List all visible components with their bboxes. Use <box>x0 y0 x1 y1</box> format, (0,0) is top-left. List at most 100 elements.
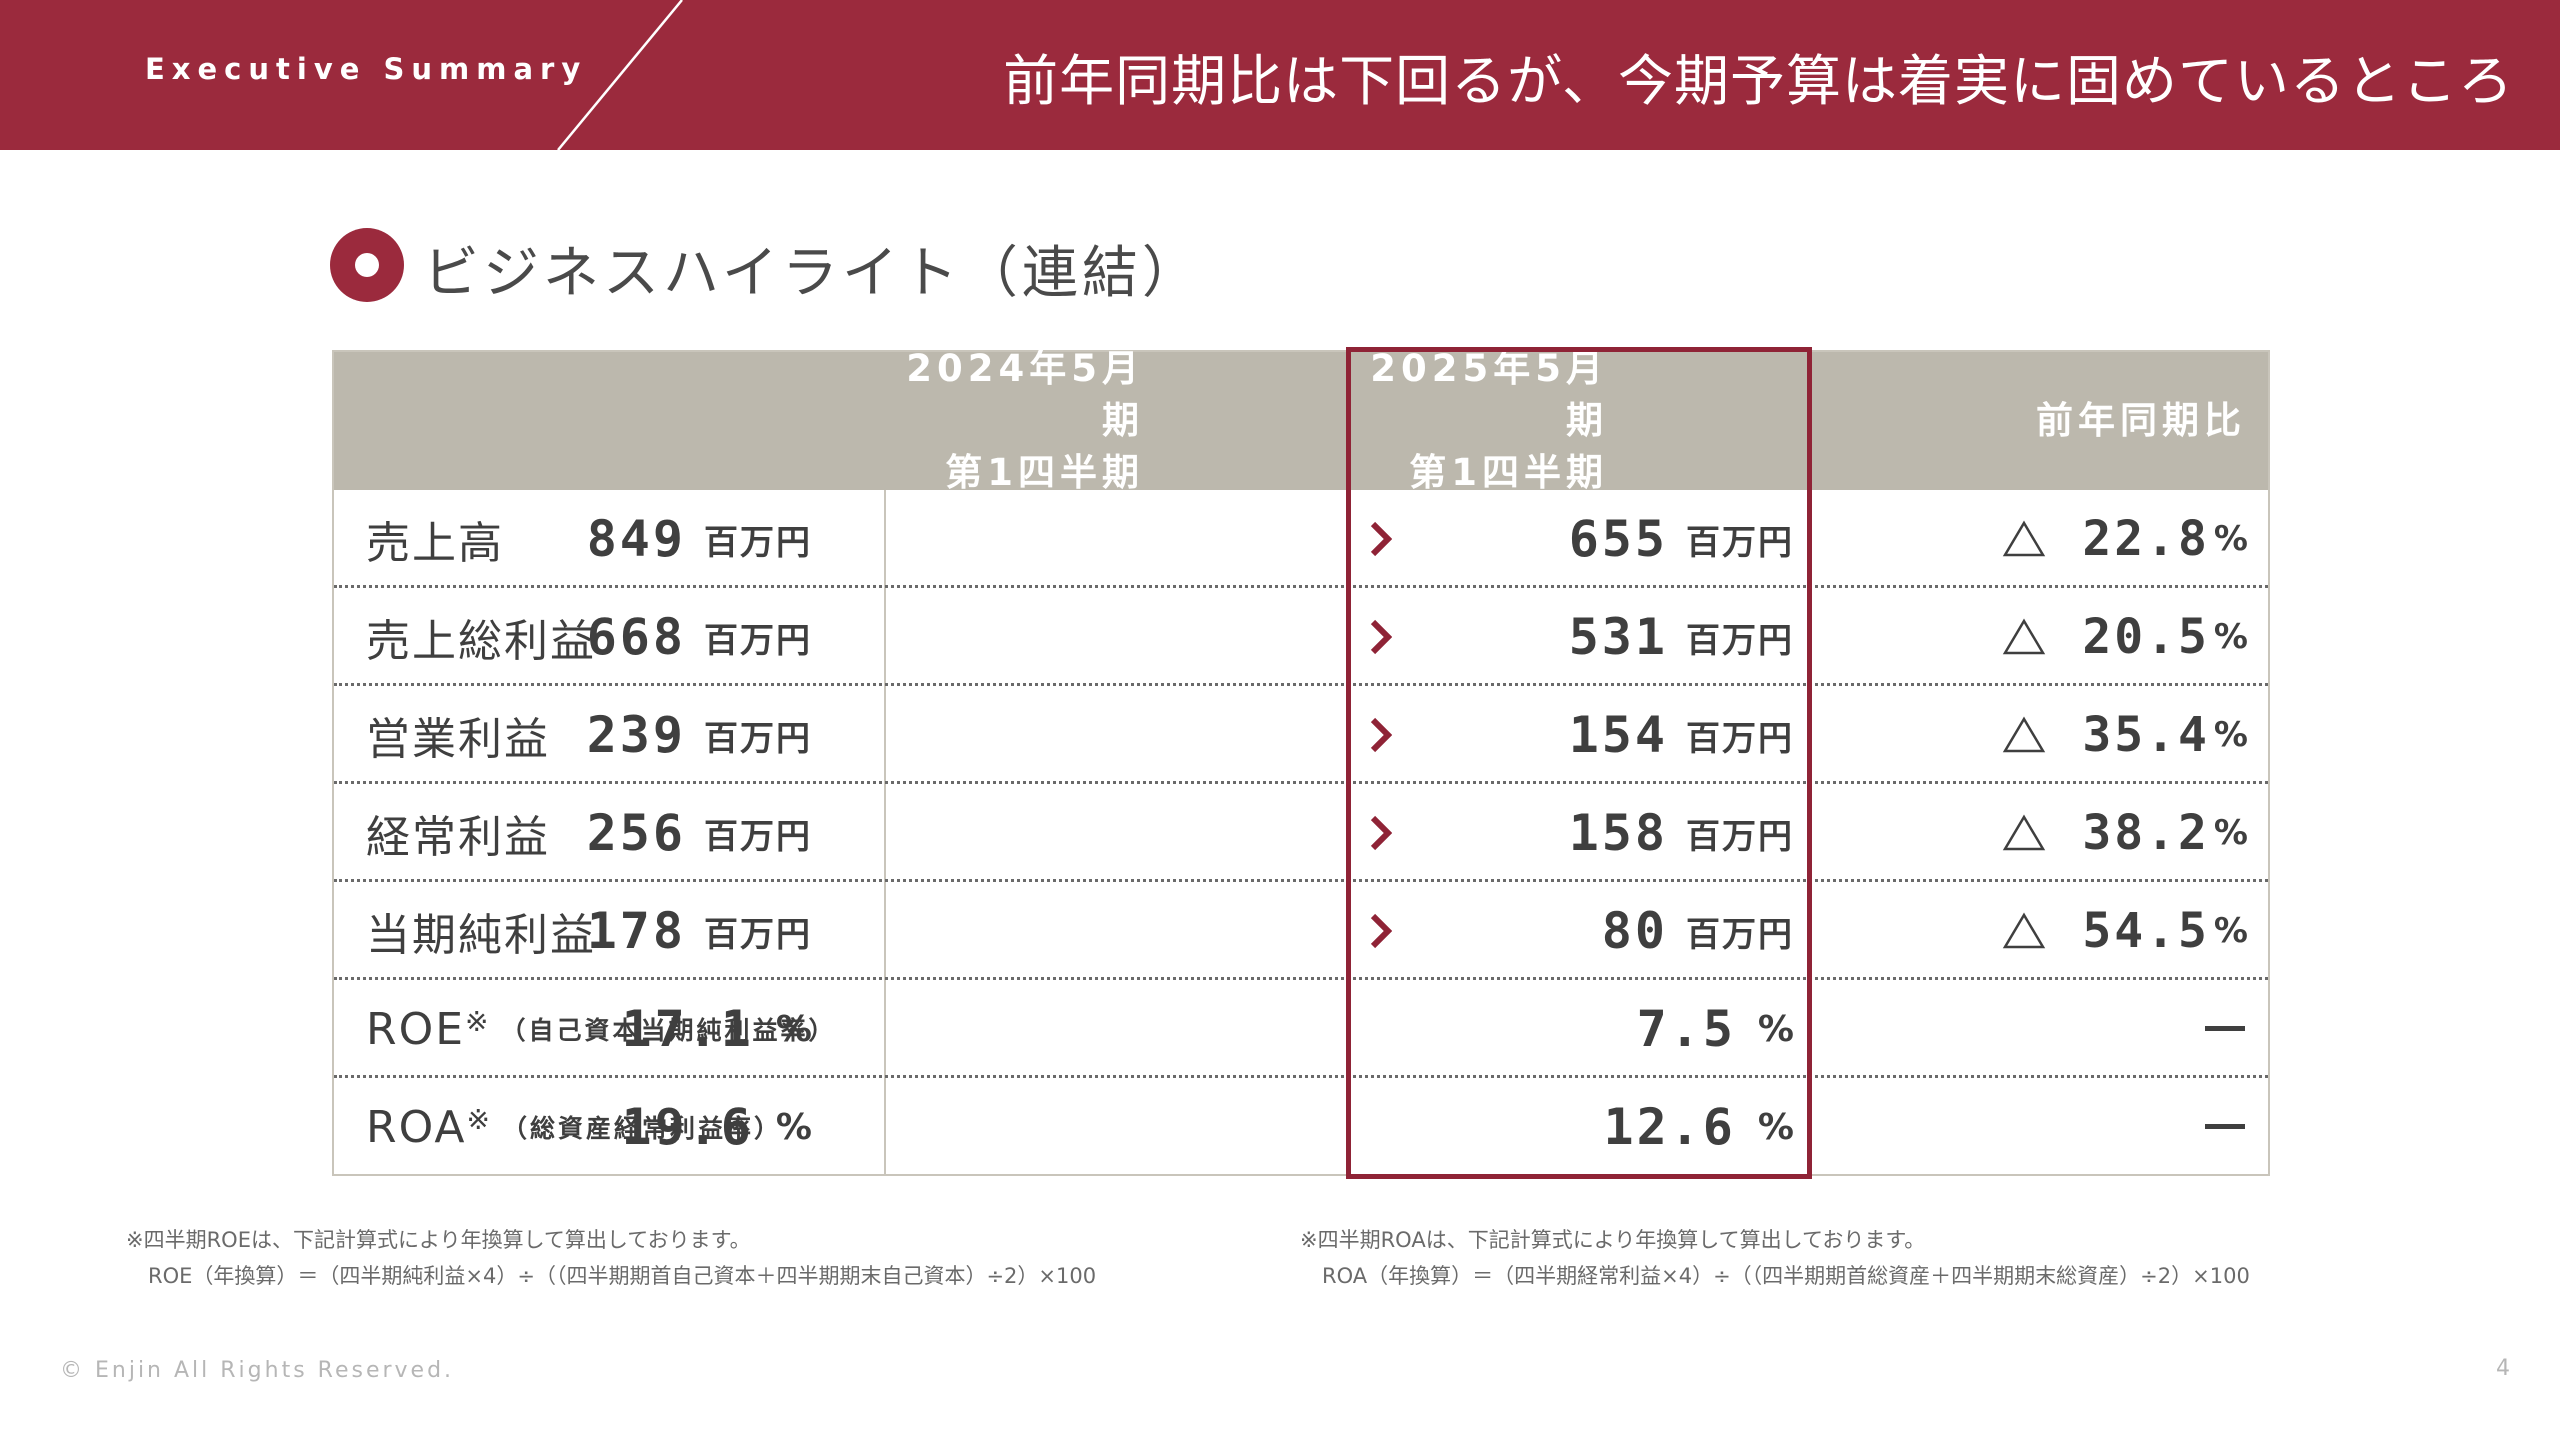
roa-footnote: ※四半期ROAは、下記計算式により年換算して算出しております。 ROA（年換算）… <box>1300 1222 2250 1294</box>
change-value: 22.8 <box>2082 511 2210 567</box>
curr-unit: % <box>1757 1106 1794 1148</box>
curr-value: 7.5 <box>1636 1000 1736 1058</box>
column-header-change: 前年同期比 <box>1914 352 2246 490</box>
prev-value-cell: 17.1% <box>622 980 813 1078</box>
row-label-sub: （総資産経常利益率） <box>502 1114 783 1143</box>
curr-value-cell: 531 百万円 <box>1569 588 1794 686</box>
column-header-curr-line2: 第1四半期 <box>1409 451 1608 494</box>
table-header: 2024年5月期 第1四半期 2025年5月期 第1四半期 前年同期比 <box>334 347 2268 494</box>
prev-unit: 百万円 <box>704 522 812 563</box>
curr-value-cell: 80 百万円 <box>1602 882 1794 980</box>
prev-unit: 百万円 <box>704 620 812 661</box>
prev-value: 239 <box>586 706 686 764</box>
row-label-mark: ※ <box>466 1102 492 1136</box>
column-header-prev-line2: 第1四半期 <box>945 451 1144 494</box>
row-label-cell: 当期純利益 <box>366 882 596 980</box>
change-value: 54.5 <box>2082 903 2210 959</box>
table-row: 売上総利益 668 百万円 531 百万円 20.5% <box>334 588 2268 686</box>
prev-value: 178 <box>586 902 686 960</box>
prev-value: 668 <box>586 608 686 666</box>
no-comparison-dash <box>2205 1124 2245 1129</box>
row-label: 経常利益 <box>366 812 550 863</box>
triangle-icon <box>2003 716 2046 753</box>
prev-unit: % <box>775 1106 812 1148</box>
change-value-cell: 20.5% <box>2002 588 2248 686</box>
curr-value-cell: 655 百万円 <box>1569 490 1794 588</box>
table-row: 営業利益 239 百万円 154 百万円 35.4% <box>334 686 2268 784</box>
row-label-cell: ROA ※ （総資産経常利益率） <box>366 1078 782 1176</box>
curr-unit: 百万円 <box>1686 620 1794 661</box>
curr-value: 655 <box>1568 510 1668 568</box>
curr-unit: 百万円 <box>1686 522 1794 563</box>
change-value: 20.5 <box>2082 609 2210 665</box>
column-header-prev-line1: 2024年5月期 <box>906 347 1144 442</box>
curr-unit: % <box>1757 1008 1794 1050</box>
prev-value: 19.6 <box>621 1098 754 1156</box>
row-label-cell: 売上総利益 <box>366 588 596 686</box>
row-label-cell: ROE ※ （自己資本当期純利益率） <box>366 980 837 1078</box>
change-unit: % <box>2213 617 2248 657</box>
decrease-arrow-icon <box>1370 490 1392 588</box>
prev-value-cell: 178 百万円 <box>587 882 812 980</box>
change-value-cell: 22.8% <box>2002 490 2248 588</box>
curr-value: 158 <box>1568 804 1668 862</box>
prev-unit: 百万円 <box>704 816 812 857</box>
prev-value-cell: 19.6% <box>622 1078 813 1176</box>
curr-value: 154 <box>1568 706 1668 764</box>
triangle-icon <box>2003 912 2046 949</box>
header-label: Executive Summary <box>145 52 588 86</box>
decrease-arrow-icon <box>1370 784 1392 882</box>
column-divider <box>884 490 886 1176</box>
prev-unit: 百万円 <box>704 914 812 955</box>
roe-footnote-line1: ※四半期ROEは、下記計算式により年換算して算出しております。 <box>126 1228 751 1252</box>
change-value-cell: 54.5% <box>2002 882 2248 980</box>
decrease-arrow-icon <box>1370 588 1392 686</box>
row-label: ROE <box>366 1003 466 1055</box>
curr-value-cell: 12.6% <box>1604 1078 1795 1176</box>
curr-unit: 百万円 <box>1686 816 1794 857</box>
row-label-cell: 売上高 <box>366 490 504 588</box>
change-unit: % <box>2213 911 2248 951</box>
current-period-highlight <box>1346 347 1812 1179</box>
change-value-cell: 35.4% <box>2002 686 2248 784</box>
change-value: 38.2 <box>2082 805 2210 861</box>
header-bar: Executive Summary 前年同期比は下回るが、今期予算は着実に固めて… <box>0 0 2560 150</box>
prev-value-cell: 239 百万円 <box>587 686 812 784</box>
curr-value-cell: 158 百万円 <box>1569 784 1794 882</box>
prev-value: 256 <box>586 804 686 862</box>
decrease-arrow-icon <box>1370 686 1392 784</box>
prev-unit: 百万円 <box>704 718 812 759</box>
section-bullet-icon <box>330 228 404 302</box>
row-label: ROA <box>366 1101 467 1153</box>
table-row: ROA ※ （総資産経常利益率） 19.6% 12.6% <box>334 1078 2268 1176</box>
curr-value: 80 <box>1601 902 1668 960</box>
prev-value-cell: 256 百万円 <box>587 784 812 882</box>
curr-value: 12.6 <box>1603 1098 1736 1156</box>
roe-footnote-line2: ROE（年換算）＝（四半期純利益×4）÷（（四半期期首自己資本＋四半期期末自己資… <box>148 1264 1097 1288</box>
roe-footnote: ※四半期ROEは、下記計算式により年換算して算出しております。 ROE（年換算）… <box>126 1222 1096 1294</box>
curr-value-cell: 7.5% <box>1637 980 1794 1078</box>
curr-unit: 百万円 <box>1686 914 1794 955</box>
column-header-curr-line1: 2025年5月期 <box>1370 347 1608 442</box>
table-row: ROE ※ （自己資本当期純利益率） 17.1% 7.5% <box>334 980 2268 1078</box>
table-row: 経常利益 256 百万円 158 百万円 38.2% <box>334 784 2268 882</box>
column-header-prev: 2024年5月期 第1四半期 <box>874 347 1144 494</box>
row-label: 売上総利益 <box>366 616 596 667</box>
row-label-cell: 経常利益 <box>366 784 550 882</box>
row-label: 当期純利益 <box>366 910 596 961</box>
table-row: 当期純利益 178 百万円 80 百万円 54.5% <box>334 882 2268 980</box>
curr-value: 531 <box>1568 608 1668 666</box>
row-label-cell: 営業利益 <box>366 686 550 784</box>
curr-unit: 百万円 <box>1686 718 1794 759</box>
change-unit: % <box>2213 715 2248 755</box>
change-unit: % <box>2213 813 2248 853</box>
table-row: 売上高 849 百万円 655 百万円 22.8% <box>334 490 2268 588</box>
prev-value-cell: 849 百万円 <box>587 490 812 588</box>
column-header-curr: 2025年5月期 第1四半期 <box>1338 347 1608 494</box>
prev-value: 17.1 <box>621 1000 754 1058</box>
triangle-icon <box>2003 520 2046 557</box>
section-title: ビジネスハイライト（連結） <box>423 241 1202 306</box>
roa-footnote-line1: ※四半期ROAは、下記計算式により年換算して算出しております。 <box>1300 1228 1926 1252</box>
triangle-icon <box>2003 618 2046 655</box>
header-title: 前年同期比は下回るが、今期予算は着実に固めているところ <box>1003 49 2514 113</box>
